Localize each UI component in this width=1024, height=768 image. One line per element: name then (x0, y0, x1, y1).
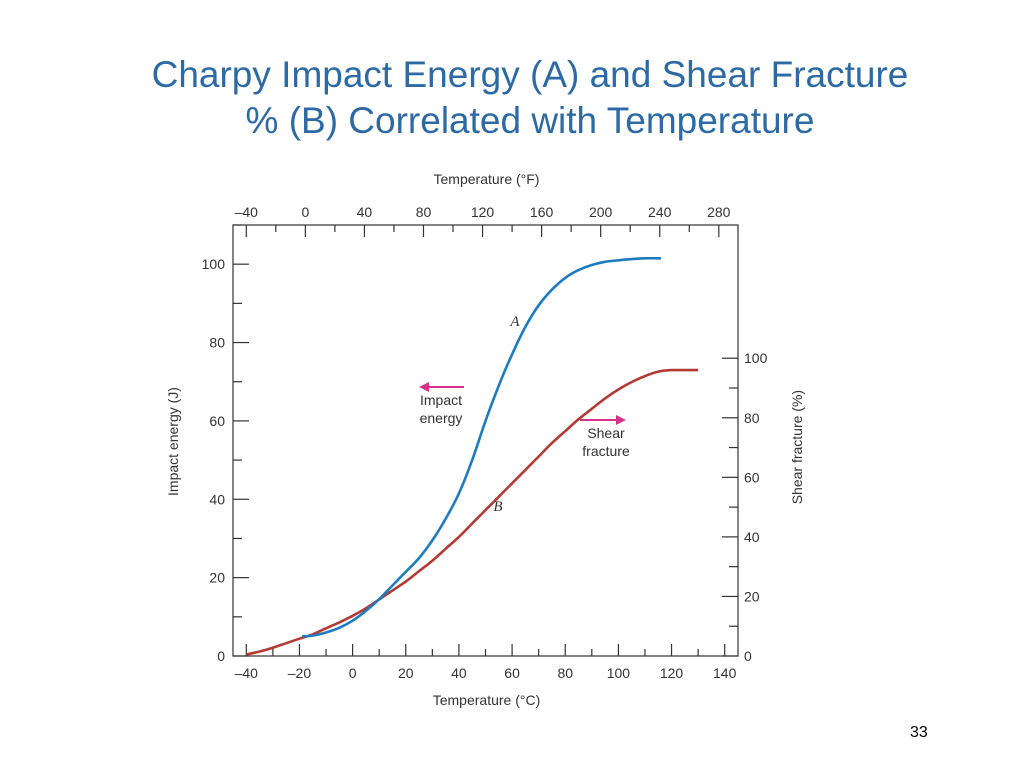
x-top-tick-label: 160 (530, 204, 554, 220)
left-axis-title: Impact energy (J) (165, 387, 181, 496)
shear-fracture-annotation: Shear fracture (580, 415, 630, 459)
series-b-label: B (493, 499, 502, 515)
y-right-tick-label: 60 (744, 469, 760, 485)
y-left-tick-label: 0 (217, 648, 225, 664)
y-left-tick-label: 80 (209, 335, 225, 351)
left-arrow-head (419, 382, 429, 392)
y-right-tick-label: 100 (744, 350, 768, 366)
y-left-tick-label: 40 (209, 491, 225, 507)
x-top-tick-label: 40 (357, 204, 373, 220)
x-tick-label: 140 (713, 665, 737, 681)
x-top-tick-label: 280 (707, 204, 731, 220)
y-left-tick-label: 20 (209, 570, 225, 586)
bottom-axis-title: Temperature (°C) (433, 692, 541, 708)
series-a-label: A (509, 314, 520, 330)
impact-energy-annotation: Impact energy (419, 382, 464, 426)
x-tick-label: 100 (607, 665, 631, 681)
x-top-tick-label: 240 (648, 204, 672, 220)
x-tick-label: 120 (660, 665, 684, 681)
shear-fracture-label-line2: fracture (582, 443, 630, 459)
shear-fracture-label-line1: Shear (587, 425, 625, 441)
y-right-tick-label: 80 (744, 410, 760, 426)
x-top-tick-label: 120 (471, 204, 495, 220)
impact-energy-label-line2: energy (420, 410, 463, 426)
x-top-tick-label: 200 (589, 204, 613, 220)
impact-energy-label-line1: Impact (420, 392, 462, 408)
x-top-tick-label: –40 (235, 204, 259, 220)
tick-marks (233, 224, 738, 657)
x-tick-label: 20 (398, 665, 414, 681)
top-axis-title: Temperature (°F) (434, 171, 540, 187)
tick-labels: –40 –20 0 20 40 60 80 100 120 140 –40 0 40 80 120 160 20… (202, 204, 768, 681)
x-tick-label: –40 (235, 665, 259, 681)
x-tick-label: –20 (288, 665, 312, 681)
series-a-line (302, 256, 661, 638)
page-number: 33 (910, 724, 928, 741)
x-tick-label: 0 (349, 665, 357, 681)
y-right-tick-label: 0 (744, 648, 752, 664)
x-tick-label: 60 (504, 665, 520, 681)
slide-title: Charpy Impact Energy (A) and Shear Fract… (60, 52, 1000, 144)
title-line-1: Charpy Impact Energy (A) and Shear Fract… (151, 54, 909, 95)
series-b-line (246, 368, 699, 656)
right-arrow-head (616, 415, 626, 425)
title-line-2: % (B) Correlated with Temperature (245, 100, 815, 141)
y-right-tick-label: 40 (744, 529, 760, 545)
x-top-tick-label: 80 (416, 204, 432, 220)
y-left-tick-label: 60 (209, 413, 225, 429)
x-top-tick-label: 0 (301, 204, 309, 220)
plot-frame (232, 224, 739, 657)
right-axis-title: Shear fracture (%) (789, 390, 805, 504)
x-tick-label: 40 (451, 665, 467, 681)
y-left-tick-label: 100 (202, 256, 226, 272)
x-tick-label: 80 (557, 665, 573, 681)
y-right-tick-label: 20 (744, 588, 760, 604)
